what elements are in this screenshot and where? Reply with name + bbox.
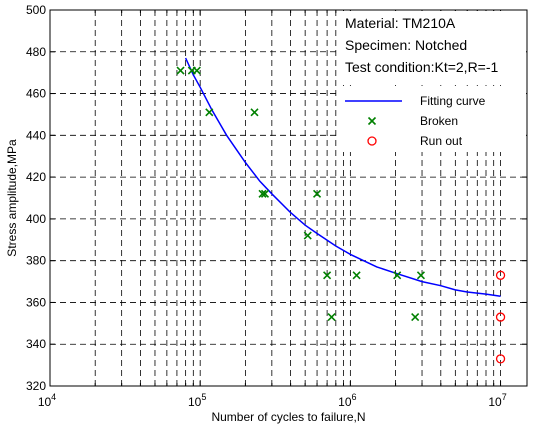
fitting-curve-line [184, 57, 501, 297]
y-tick-label: 400 [26, 212, 46, 226]
fitting-curve-layer [184, 57, 501, 297]
broken-point [250, 108, 259, 117]
run-out-point [495, 354, 506, 364]
run-out-point [495, 270, 506, 280]
annotation-material: Material: TM210A [345, 15, 456, 31]
y-tick-label: 460 [26, 87, 46, 101]
broken-point [192, 66, 201, 75]
legend-background [338, 88, 526, 152]
broken-point [411, 313, 420, 322]
y-axis-label: Stress amplitude,MPa [5, 139, 19, 257]
x-tick-label: 105 [188, 392, 206, 409]
legend-run-out-marker [367, 136, 377, 146]
axis-ticks: 320 340 360 380 400 420 440 460 480 500 104 105 106 1… [26, 3, 527, 409]
broken-point [323, 271, 332, 280]
broken-point [260, 189, 270, 198]
legend-broken-label: Broken [420, 114, 458, 128]
y-tick-label: 480 [26, 45, 46, 59]
x-axis-label: Number of cycles to failure,N [211, 410, 365, 424]
y-tick-label: 360 [26, 295, 46, 309]
x-tick-label: 106 [338, 392, 356, 409]
annotation-test-condition: Test condition:Kt=2,R=-1 [345, 59, 499, 75]
x-tick-label: 104 [38, 392, 56, 409]
y-tick-label: 340 [26, 337, 46, 351]
legend-run-out-label: Run out [420, 134, 463, 148]
broken-point [258, 189, 267, 198]
broken-point [303, 231, 312, 240]
plot-frame [49, 9, 528, 387]
x-tick-label: 107 [488, 392, 506, 409]
data-points-layer [176, 66, 506, 364]
y-tick-label: 380 [26, 254, 46, 268]
broken-point [416, 271, 425, 280]
annotation-box: Material: TM210A Specimen: Notched Test … [338, 11, 526, 85]
annotation-specimen: Specimen: Notched [345, 37, 467, 53]
legend-fitting-curve-label: Fitting curve [420, 94, 486, 108]
broken-point [352, 271, 361, 280]
broken-point [393, 271, 402, 280]
broken-point [312, 189, 322, 198]
y-tick-label: 500 [26, 3, 46, 17]
legend-broken-marker [367, 116, 377, 126]
broken-point [327, 313, 336, 322]
y-tick-label: 420 [26, 170, 46, 184]
broken-point [176, 66, 185, 75]
y-tick-label: 440 [26, 128, 46, 142]
y-tick-label: 320 [26, 379, 46, 393]
broken-point [205, 108, 214, 117]
annotation-background [338, 11, 526, 85]
legend: Fitting curve Broken Run out [338, 88, 526, 152]
run-out-point [495, 312, 506, 322]
